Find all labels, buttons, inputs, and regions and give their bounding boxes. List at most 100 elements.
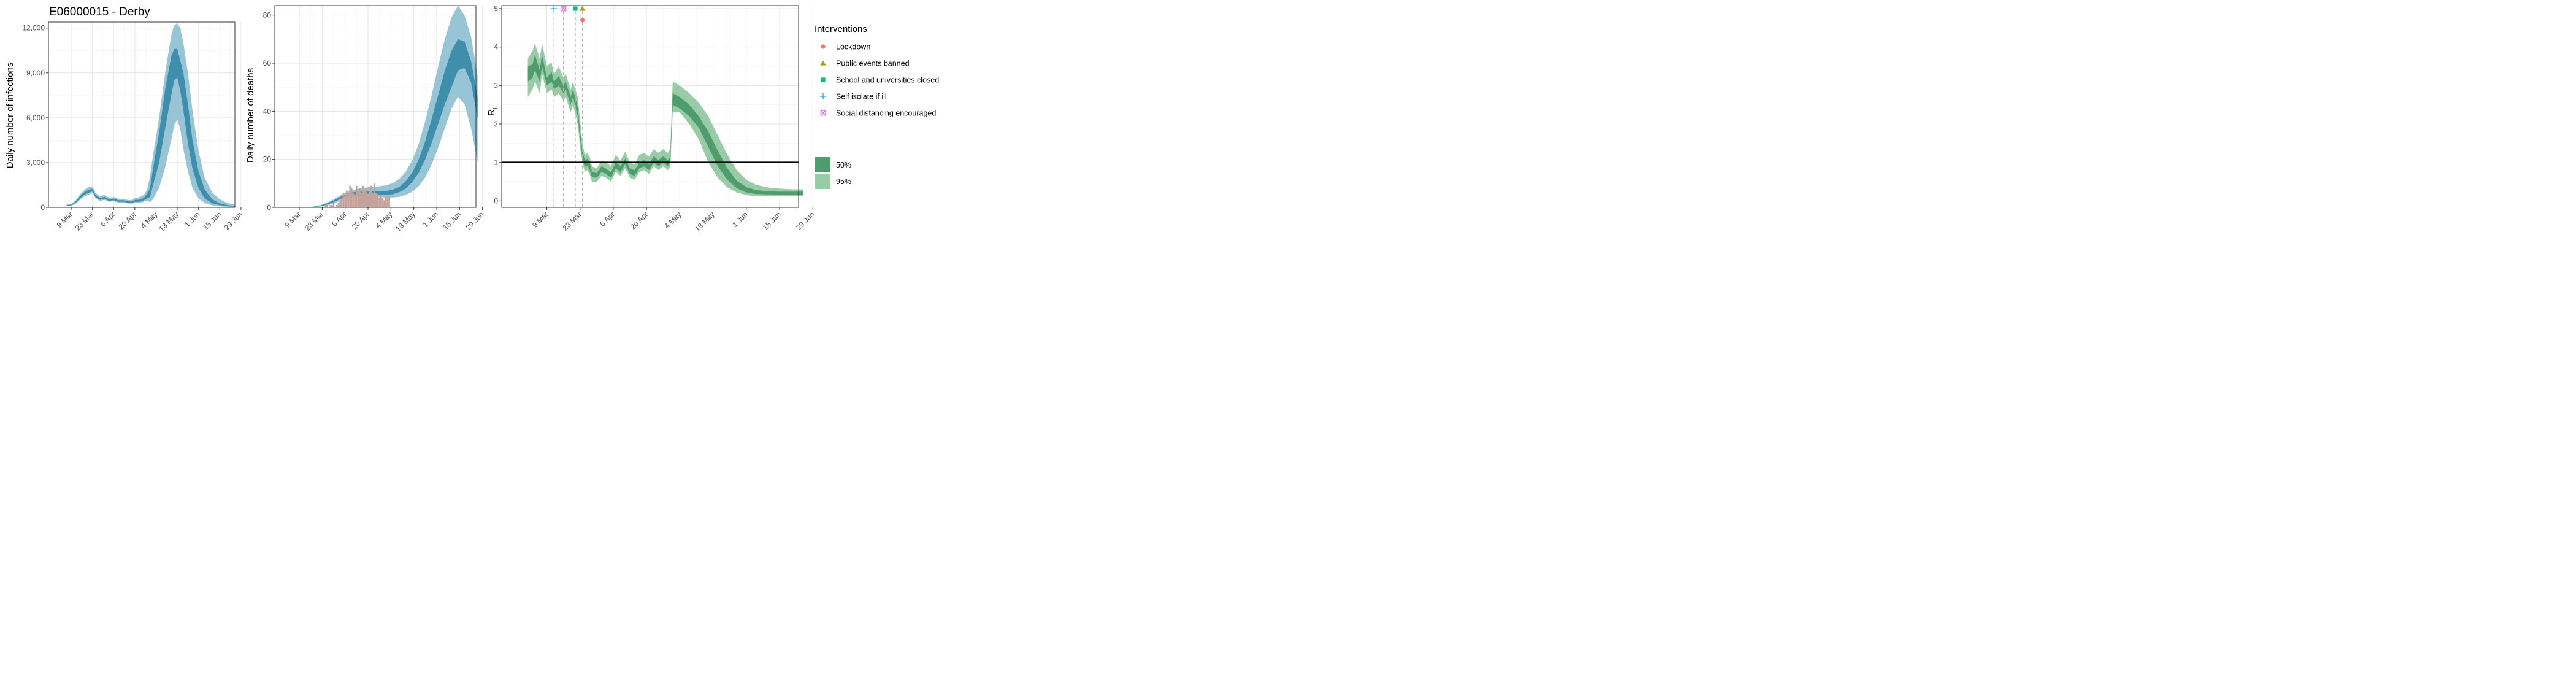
- band-95: [527, 43, 803, 196]
- deaths-bar: [324, 205, 326, 207]
- x-tick-label: 18 May: [157, 210, 180, 233]
- deaths-bar: [357, 190, 359, 207]
- legend-label-public-events-banned: Public events banned: [836, 60, 910, 68]
- deaths-bar: [354, 195, 356, 207]
- deaths-bar: [361, 193, 362, 207]
- deaths-bar: [367, 195, 369, 207]
- legend-label-social-distancing-encouraged: Social distancing encouraged: [836, 109, 936, 118]
- band-50: [294, 39, 478, 208]
- y-tick-label: 4: [494, 43, 498, 52]
- rt-y-axis-title-sub: t: [492, 107, 499, 109]
- x-tick-label: 15 Jun: [441, 210, 462, 231]
- deaths-panel: Daily number of deaths 9 Mar 23 Mar 6 Apr 2…: [245, 5, 486, 233]
- x-tick-label: 18 May: [693, 210, 716, 233]
- x-tick-label: 20 Apr: [350, 210, 371, 231]
- x-tick-label: 29 Jun: [223, 210, 244, 231]
- infections-y-axis-title: Daily number of infections: [5, 63, 15, 169]
- deaths-bar: [366, 188, 367, 207]
- deaths-y-axis-title: Daily number of deaths: [245, 68, 256, 163]
- y-tick-label: 20: [263, 155, 272, 164]
- deaths-bar: [383, 200, 385, 207]
- deaths-marks: [294, 6, 478, 208]
- x-tick-label: 6 Apr: [99, 210, 117, 228]
- legend-label-lockdown: Lockdown: [836, 43, 870, 52]
- x-tick-label: 15 Jun: [761, 210, 783, 231]
- legend-interventions: Lockdown Public events banned School and u…: [820, 43, 939, 118]
- rt-panel: Rt 9 Mar 23 Mar 6 Apr 20 Apr 4 May 18 May 1 Ju…: [486, 4, 816, 233]
- rt-y-axis-title: Rt: [486, 107, 499, 116]
- legend-label-self-isolate-if-ill: Self isolate if ill: [836, 93, 887, 101]
- deaths-bar: [370, 185, 372, 207]
- y-tick-label: 60: [263, 59, 272, 68]
- deaths-bar: [336, 205, 338, 207]
- x-tick-label: 29 Jun: [464, 210, 485, 231]
- rt-grid: [502, 6, 813, 207]
- y-tick-label: 3,000: [26, 158, 45, 167]
- y-tick-label: 2: [494, 120, 498, 128]
- deaths-bar: [378, 198, 380, 207]
- x-tick-label: 4 May: [663, 210, 683, 230]
- deaths-bar: [359, 188, 361, 207]
- deaths-bar: [344, 195, 346, 207]
- deaths-bar: [341, 198, 343, 207]
- legend-label-95: 95%: [836, 177, 851, 186]
- x-tick-label: 23 Mar: [561, 210, 583, 232]
- x-tick-label: 6 Apr: [598, 210, 616, 228]
- deaths-plot-border: [274, 5, 477, 208]
- y-tick-label: 3: [494, 81, 498, 90]
- deaths-bar: [339, 200, 341, 207]
- legend: Interventions Lockdown Public events bann…: [815, 24, 939, 189]
- x-tick-label: 1 Jun: [730, 210, 749, 229]
- deaths-bar: [346, 190, 348, 207]
- rt-y-axis-title-main: R: [486, 109, 497, 116]
- legend-public-events-banned-icon: [820, 60, 826, 66]
- legend-label-50: 50%: [836, 161, 851, 169]
- deaths-bar: [381, 198, 384, 207]
- x-tick-label: 23 Mar: [303, 210, 325, 232]
- x-tick-label: 29 Jun: [794, 210, 816, 231]
- x-tick-label: 20 Apr: [117, 210, 138, 231]
- infections-marks: [66, 23, 235, 207]
- deaths-bar: [385, 195, 387, 207]
- legend-social-distancing-encouraged-icon: [820, 110, 826, 116]
- marker-self-isolate-if-ill: [551, 6, 558, 12]
- deaths-bar: [342, 193, 345, 207]
- x-tick-label: 18 May: [394, 210, 417, 233]
- legend-self-isolate-if-ill-icon: [820, 93, 826, 99]
- deaths-bar: [380, 195, 382, 207]
- legend-swatch-95: [815, 174, 830, 189]
- y-tick-label: 0: [40, 203, 45, 212]
- deaths-bar: [364, 190, 366, 207]
- deaths-bar: [349, 185, 351, 207]
- y-tick-label: 12,000: [22, 24, 45, 33]
- deaths-bar: [386, 198, 389, 207]
- deaths-bar: [369, 190, 370, 207]
- x-tick-label: 1 Jun: [421, 210, 440, 229]
- y-tick-label: 0: [267, 203, 271, 212]
- y-tick-label: 80: [263, 11, 272, 20]
- x-tick-label: 23 Mar: [73, 210, 95, 232]
- y-tick-label: 5: [494, 4, 498, 13]
- x-tick-label: 4 May: [374, 210, 394, 230]
- deaths-bar: [351, 188, 353, 207]
- y-tick-label: 6,000: [26, 114, 45, 122]
- deaths-bar: [347, 193, 350, 207]
- marker-public-events-banned: [580, 6, 586, 11]
- x-tick-label: 9 Mar: [531, 210, 550, 230]
- legend-school-and-universities-closed-icon: [821, 77, 826, 82]
- marker-lockdown: [580, 18, 585, 23]
- y-tick-label: 9,000: [26, 69, 45, 77]
- rt-plot-area: [502, 6, 799, 207]
- x-tick-label: 4 May: [139, 210, 159, 230]
- deaths-bar: [332, 203, 335, 207]
- deaths-bar: [326, 205, 328, 207]
- deaths-bar: [331, 205, 333, 207]
- infections-panel: E06000015 - Derby Daily number of infect…: [5, 6, 244, 233]
- legend-lockdown-icon: [821, 44, 826, 49]
- deaths-bar: [352, 193, 355, 207]
- rt-dashboard-figure: E06000015 - Derby Daily number of infect…: [5, 4, 939, 233]
- rt-plot-border: [501, 5, 799, 208]
- x-tick-label: 6 Apr: [330, 210, 348, 228]
- legend-swatch-50: [815, 157, 830, 172]
- band-50: [66, 48, 235, 207]
